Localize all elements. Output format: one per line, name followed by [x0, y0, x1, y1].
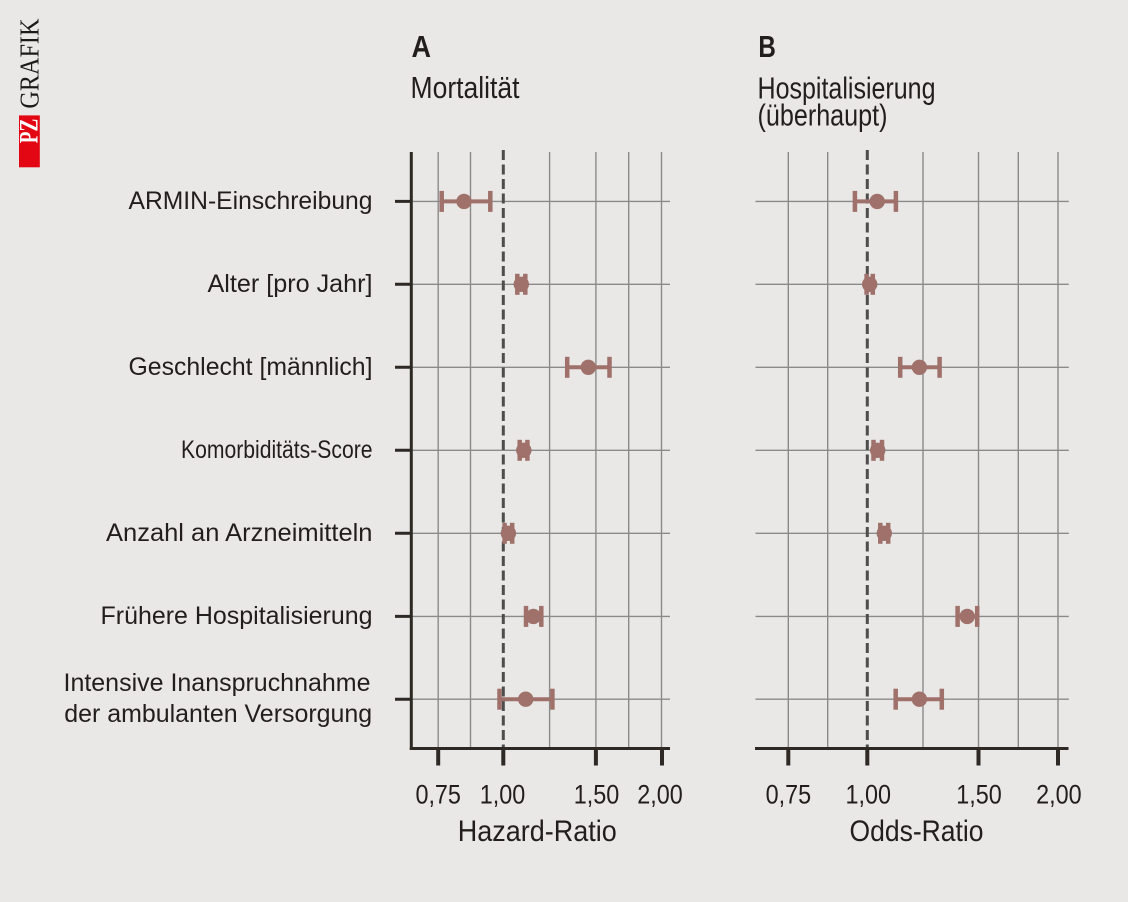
svg-text:Alter [pro Jahr]: Alter [pro Jahr]: [208, 270, 373, 298]
svg-text:Odds-Ratio: Odds-Ratio: [850, 815, 984, 848]
svg-text:2,00: 2,00: [1036, 779, 1082, 809]
svg-text:(überhaupt): (überhaupt): [758, 97, 888, 132]
svg-text:Frühere Hospitalisierung: Frühere Hospitalisierung: [101, 602, 373, 630]
svg-text:1,50: 1,50: [574, 779, 620, 809]
svg-text:2,00: 2,00: [637, 779, 683, 809]
svg-text:Hazard-Ratio: Hazard-Ratio: [458, 815, 617, 848]
svg-text:Mortalität: Mortalität: [411, 70, 520, 105]
svg-text:0,75: 0,75: [766, 779, 812, 809]
svg-text:0,75: 0,75: [415, 779, 461, 809]
svg-text:GRAFIK: GRAFIK: [15, 18, 45, 108]
svg-text:Hospitalisierung: Hospitalisierung: [758, 70, 936, 105]
svg-text:A: A: [412, 29, 432, 64]
svg-text:B: B: [758, 29, 776, 64]
svg-text:Anzahl an Arzneimitteln: Anzahl an Arzneimitteln: [106, 519, 373, 547]
svg-text:ARMIN-Einschreibung: ARMIN-Einschreibung: [129, 187, 373, 215]
svg-text:Intensive Inanspruchnahme: Intensive Inanspruchnahme: [64, 669, 371, 697]
svg-text:PZ: PZ: [14, 119, 43, 144]
svg-text:der ambulanten Versorgung: der ambulanten Versorgung: [64, 700, 372, 728]
svg-text:1,00: 1,00: [480, 779, 526, 809]
svg-text:1,50: 1,50: [956, 779, 1002, 809]
svg-text:Komorbiditäts-Score: Komorbiditäts-Score: [181, 436, 373, 464]
svg-text:Geschlecht [männlich]: Geschlecht [männlich]: [129, 353, 373, 381]
svg-text:1,00: 1,00: [846, 779, 892, 809]
